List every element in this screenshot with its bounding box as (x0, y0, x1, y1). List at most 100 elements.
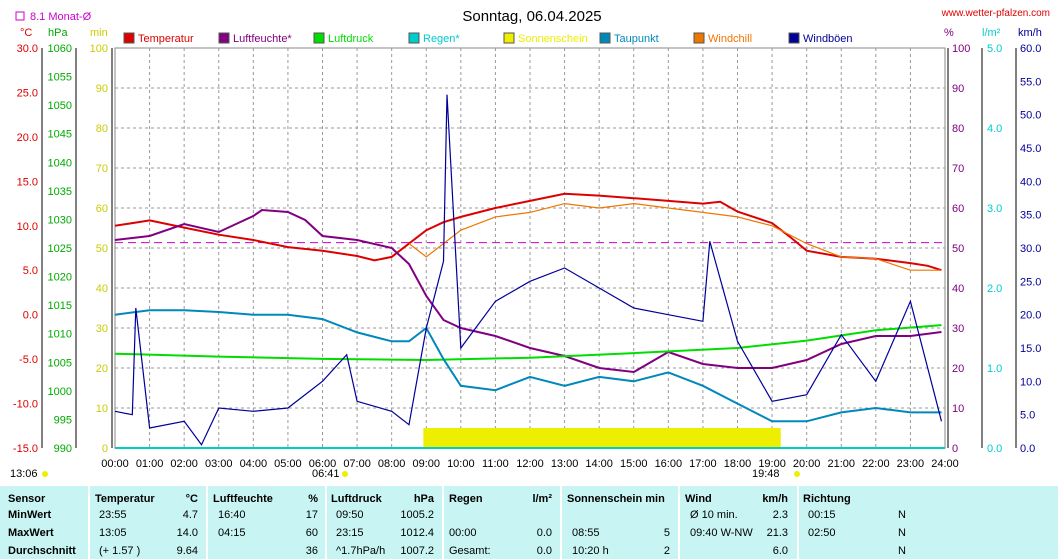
rain-tick: 3.0 (987, 203, 1002, 215)
press-tick: 1050 (48, 100, 72, 112)
stats-wind-time: 09:40 W-NW (690, 527, 753, 539)
sun-tick: 10 (96, 403, 108, 415)
axes: 30.0 25.0 20.0 15.0 10.0 5.0 0.0 -5.0 -10.0 -15.0… (13, 43, 1042, 470)
hum-tick: 50 (952, 243, 964, 255)
press-tick: 1025 (48, 243, 72, 255)
time-tick: 05:00 (274, 458, 302, 470)
temp-tick: 10.0 (17, 221, 38, 233)
legend-label-sun: Sonnenschein (518, 33, 588, 45)
time-tick: 06:00 (309, 458, 337, 470)
stats-dir-time: 00:15 (808, 509, 836, 521)
time-tick: 16:00 (655, 458, 683, 470)
hum-tick: 70 (952, 163, 964, 175)
wind-tick: 35.0 (1020, 210, 1041, 222)
wind-tick: 55.0 (1020, 76, 1041, 88)
stats-wind-time: Ø 10 min. (690, 509, 738, 521)
legend-swatch-temp (123, 32, 135, 44)
legend-label-gust: Windböen (803, 33, 853, 45)
series-line-wchill (408, 202, 942, 271)
hum-unit: % (944, 27, 954, 39)
legend-swatch-wchill (693, 32, 705, 44)
sunset-label: 19:48 (752, 468, 780, 480)
time-tick: 12:00 (516, 458, 544, 470)
weather-chart: Sonntag, 06.04.2025 www.wetter-pfalzen.c… (10, 8, 1050, 480)
press-tick: 990 (54, 443, 72, 455)
time-tick: 09:00 (412, 458, 440, 470)
grid (114, 47, 946, 449)
sun-tick: 60 (96, 203, 108, 215)
hum-tick: 40 (952, 283, 964, 295)
stats-sun-time: 08:55 (572, 527, 600, 539)
time-tick: 15:00 (620, 458, 648, 470)
stats-header-temp: Temperatur (95, 493, 155, 505)
sunrise-label: 06:41 (312, 468, 340, 480)
stats-table: Sensor Temperatur °C Luftfeuchte% Luftdruck h… (0, 486, 1058, 559)
time-tick: 13:00 (551, 458, 579, 470)
stats-header-temp-unit: °C (185, 493, 198, 505)
time-tick: 01:00 (136, 458, 164, 470)
press-tick: 1015 (48, 300, 72, 312)
stats-separator (325, 486, 327, 559)
wind-tick: 10.0 (1020, 376, 1041, 388)
stats-header-wind-unit: km/h (762, 493, 788, 505)
stats-dir-time: 02:50 (808, 527, 836, 539)
rain-unit: l/m² (982, 27, 1001, 39)
legend-label-dew: Taupunkt (614, 33, 659, 45)
site-link[interactable]: www.wetter-pfalzen.com (941, 8, 1050, 19)
press-tick: 1040 (48, 157, 72, 169)
stats-header-sensor: Sensor (8, 493, 46, 505)
hum-tick: 100 (952, 43, 970, 55)
stats-temp-value: 4.7 (182, 509, 198, 521)
stats-temp-time: 23:55 (99, 509, 127, 521)
time-tick: 17:00 (689, 458, 717, 470)
time-tick: 20:00 (793, 458, 821, 470)
series-line-dew (114, 309, 942, 423)
stats-separator (442, 486, 444, 559)
stats-header-wind: Wind (685, 493, 712, 505)
stats-wind-value: 6.0 (772, 545, 788, 557)
press-tick: 1035 (48, 186, 72, 198)
hum-tick: 80 (952, 123, 964, 135)
stats-header-hum: Luftfeuchte (213, 493, 273, 505)
stats-rain-time: Gesamt: (449, 545, 491, 557)
legend-swatch-sun (503, 32, 515, 44)
press-tick: 1000 (48, 386, 72, 398)
wind-tick: 0.0 (1020, 443, 1035, 455)
time-tick: 08:00 (378, 458, 406, 470)
series-line-gust (114, 94, 943, 446)
stats-row-label: Durchschnitt (8, 545, 76, 557)
stats-press-time: 09:50 (336, 509, 364, 521)
left-sun-icon (42, 471, 48, 477)
time-tick: 23:00 (897, 458, 925, 470)
legend-swatch-hum (218, 32, 230, 44)
sun-tick: 100 (90, 43, 108, 55)
stats-hum-value: 60 (305, 527, 318, 539)
hum-tick: 60 (952, 203, 964, 215)
press-tick: 1060 (48, 43, 72, 55)
hum-tick: 90 (952, 83, 964, 95)
stats-header-rain-unit: l/m² (532, 493, 552, 505)
stats-separator (206, 486, 208, 559)
stats-temp-value: 9.64 (176, 545, 198, 557)
stats-dir-value: N (898, 509, 906, 521)
sun-tick: 50 (96, 243, 108, 255)
time-tick: 24:00 (931, 458, 959, 470)
stats-rain-value: 0.0 (536, 545, 552, 557)
stats-hum-time: 04:15 (218, 527, 246, 539)
series-line-hum (114, 208, 942, 374)
press-tick: 1030 (48, 214, 72, 226)
temp-tick: 5.0 (23, 265, 38, 277)
monthly-avg-swatch (15, 11, 25, 21)
stats-press-time: ^1.7hPa/h (336, 545, 386, 557)
temp-tick: 25.0 (17, 87, 38, 99)
wind-tick: 45.0 (1020, 143, 1041, 155)
stats-wind-value: 21.3 (766, 527, 788, 539)
legend-label-rain: Regen* (423, 33, 460, 45)
temp-tick: 20.0 (17, 132, 38, 144)
sun-tick: 30 (96, 323, 108, 335)
time-tick: 02:00 (170, 458, 198, 470)
legend-label-press: Luftdruck (328, 33, 374, 45)
stats-row-label: MaxWert (8, 527, 54, 539)
stats-rain-time: 00:00 (449, 527, 477, 539)
chart-title: Sonntag, 06.04.2025 (462, 8, 601, 25)
